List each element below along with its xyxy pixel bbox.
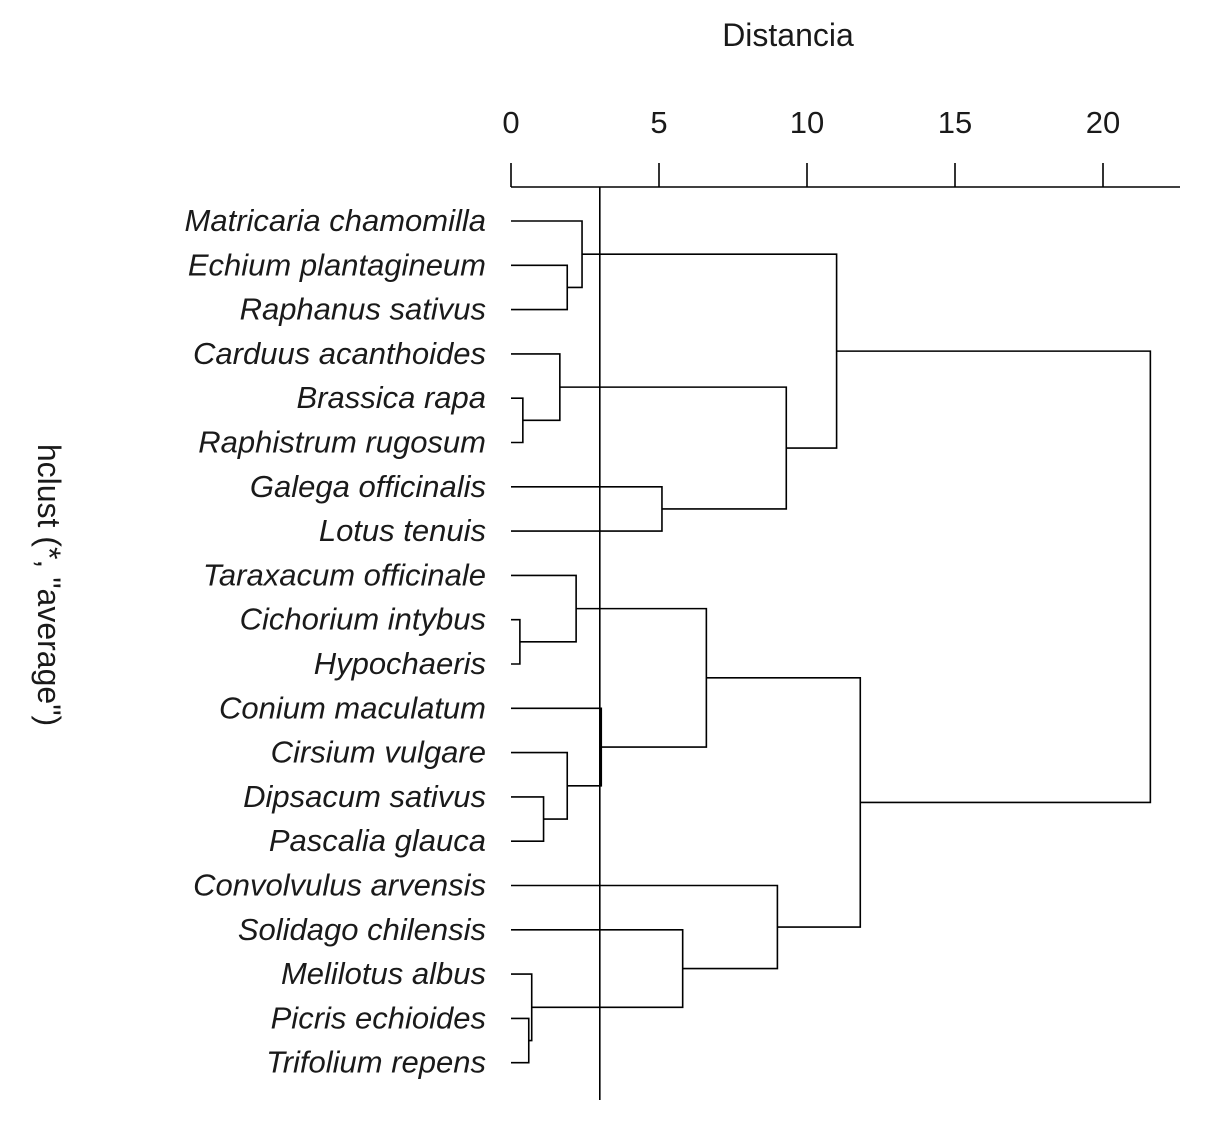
leaf-label: Raphistrum rugosum bbox=[198, 425, 486, 460]
dendrogram-link bbox=[511, 486, 663, 532]
leaf-label: Hypochaeris bbox=[314, 646, 486, 681]
leaf-label: Conium maculatum bbox=[219, 690, 486, 725]
x-tick-label: 0 bbox=[502, 105, 519, 140]
leaf-label: Cichorium intybus bbox=[240, 602, 486, 637]
dendrogram-link bbox=[511, 618, 521, 665]
x-tick-label: 10 bbox=[790, 105, 824, 140]
dendrogram-link bbox=[576, 607, 708, 748]
leaf-labels: Matricaria chamomilla Echium plantagineum… bbox=[185, 203, 486, 1080]
dendrogram-link bbox=[511, 884, 779, 970]
dendrogram-link bbox=[511, 574, 577, 643]
leaf-label: Picris echioides bbox=[271, 1000, 486, 1035]
leaf-label: Raphanus sativus bbox=[240, 292, 486, 327]
x-tick-label: 5 bbox=[650, 105, 667, 140]
y-axis-title: hclust (*, "average") bbox=[31, 444, 67, 726]
dendrogram-link bbox=[559, 386, 788, 510]
leaf-label: Trifolium repens bbox=[266, 1045, 486, 1080]
leaf-label: Echium plantagineum bbox=[188, 247, 486, 282]
dendrogram-link bbox=[706, 677, 862, 928]
leaf-label: Solidago chilensis bbox=[238, 912, 486, 947]
dendrogram-links bbox=[511, 220, 1152, 1064]
dendrogram-link bbox=[511, 707, 603, 787]
leaf-label: Carduus acanthoides bbox=[193, 336, 486, 371]
dendrogram-link bbox=[511, 929, 684, 1009]
dendrogram-link bbox=[511, 264, 569, 311]
x-axis-ticks: 0 5 10 15 20 bbox=[502, 105, 1120, 187]
dendrogram-link bbox=[511, 1017, 530, 1064]
leaf-label: Dipsacum sativus bbox=[243, 779, 486, 814]
leaf-label: Pascalia glauca bbox=[269, 823, 486, 858]
dendrogram-link bbox=[836, 350, 1152, 804]
x-axis-title: Distancia bbox=[722, 17, 854, 53]
leaf-label: Cirsium vulgare bbox=[271, 735, 486, 770]
leaf-label: Matricaria chamomilla bbox=[185, 203, 486, 238]
dendrogram-link bbox=[582, 253, 838, 449]
leaf-label: Melilotus albus bbox=[281, 956, 486, 991]
dendrogram-link bbox=[511, 220, 583, 289]
x-tick-label: 15 bbox=[938, 105, 972, 140]
dendrogram-link bbox=[511, 397, 524, 444]
x-tick-label: 20 bbox=[1086, 105, 1120, 140]
dendrogram-link bbox=[511, 796, 545, 842]
leaf-label: Lotus tenuis bbox=[319, 513, 486, 548]
leaf-label: Taraxacum officinale bbox=[203, 557, 486, 592]
dendrogram-link bbox=[511, 353, 561, 422]
leaf-label: Convolvulus arvensis bbox=[193, 868, 486, 903]
leaf-label: Galega officinalis bbox=[250, 469, 486, 504]
leaf-label: Brassica rapa bbox=[296, 380, 486, 415]
dendrogram-link bbox=[511, 751, 569, 820]
